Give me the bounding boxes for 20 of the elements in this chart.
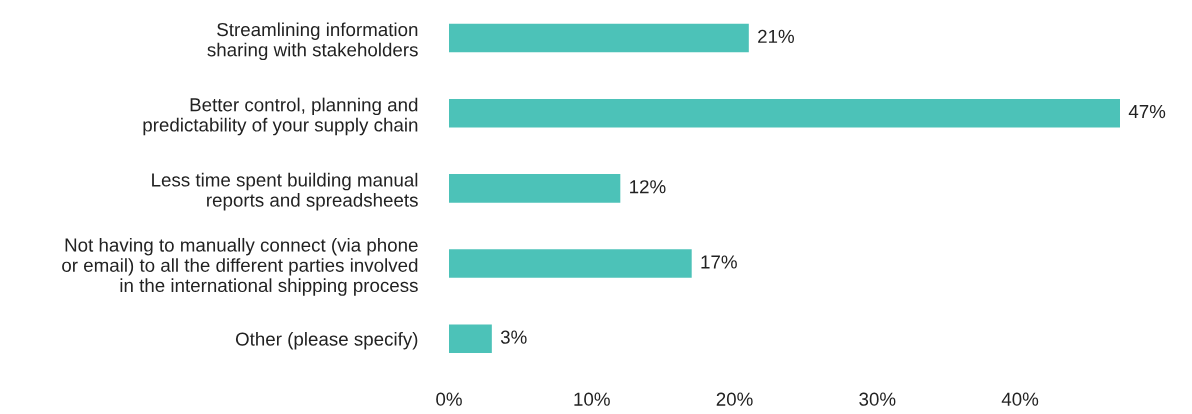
bar — [449, 174, 621, 203]
y-tick-label: Less time spent building manual reports and spreadsheets — [152, 172, 418, 211]
y-tick-label: Streamlining information sharing with stakeholders — [207, 22, 418, 61]
data-label: 3% — [500, 330, 527, 344]
bar — [449, 249, 692, 278]
data-label: 12% — [630, 180, 666, 194]
x-tick-label: 20% — [716, 392, 753, 406]
bar — [449, 23, 749, 53]
data-label: 47% — [1128, 105, 1166, 119]
x-tick-label: 10% — [574, 392, 610, 406]
x-tick-label: 0% — [436, 392, 462, 406]
y-tick-label: Not having to manually connect (via phone or email) to all the different parties involved in the international shipping process — [62, 237, 418, 296]
x-tick-label: 40% — [1001, 392, 1039, 406]
y-tick-label: Other (please specify) — [235, 331, 418, 350]
bar — [449, 324, 492, 354]
x-tick-label: 30% — [859, 392, 896, 406]
data-label: 17% — [701, 255, 737, 269]
data-label: 21% — [758, 29, 794, 43]
y-tick-label: Better control, planning and predictability of your supply chain — [143, 97, 418, 136]
bar — [449, 98, 1120, 128]
